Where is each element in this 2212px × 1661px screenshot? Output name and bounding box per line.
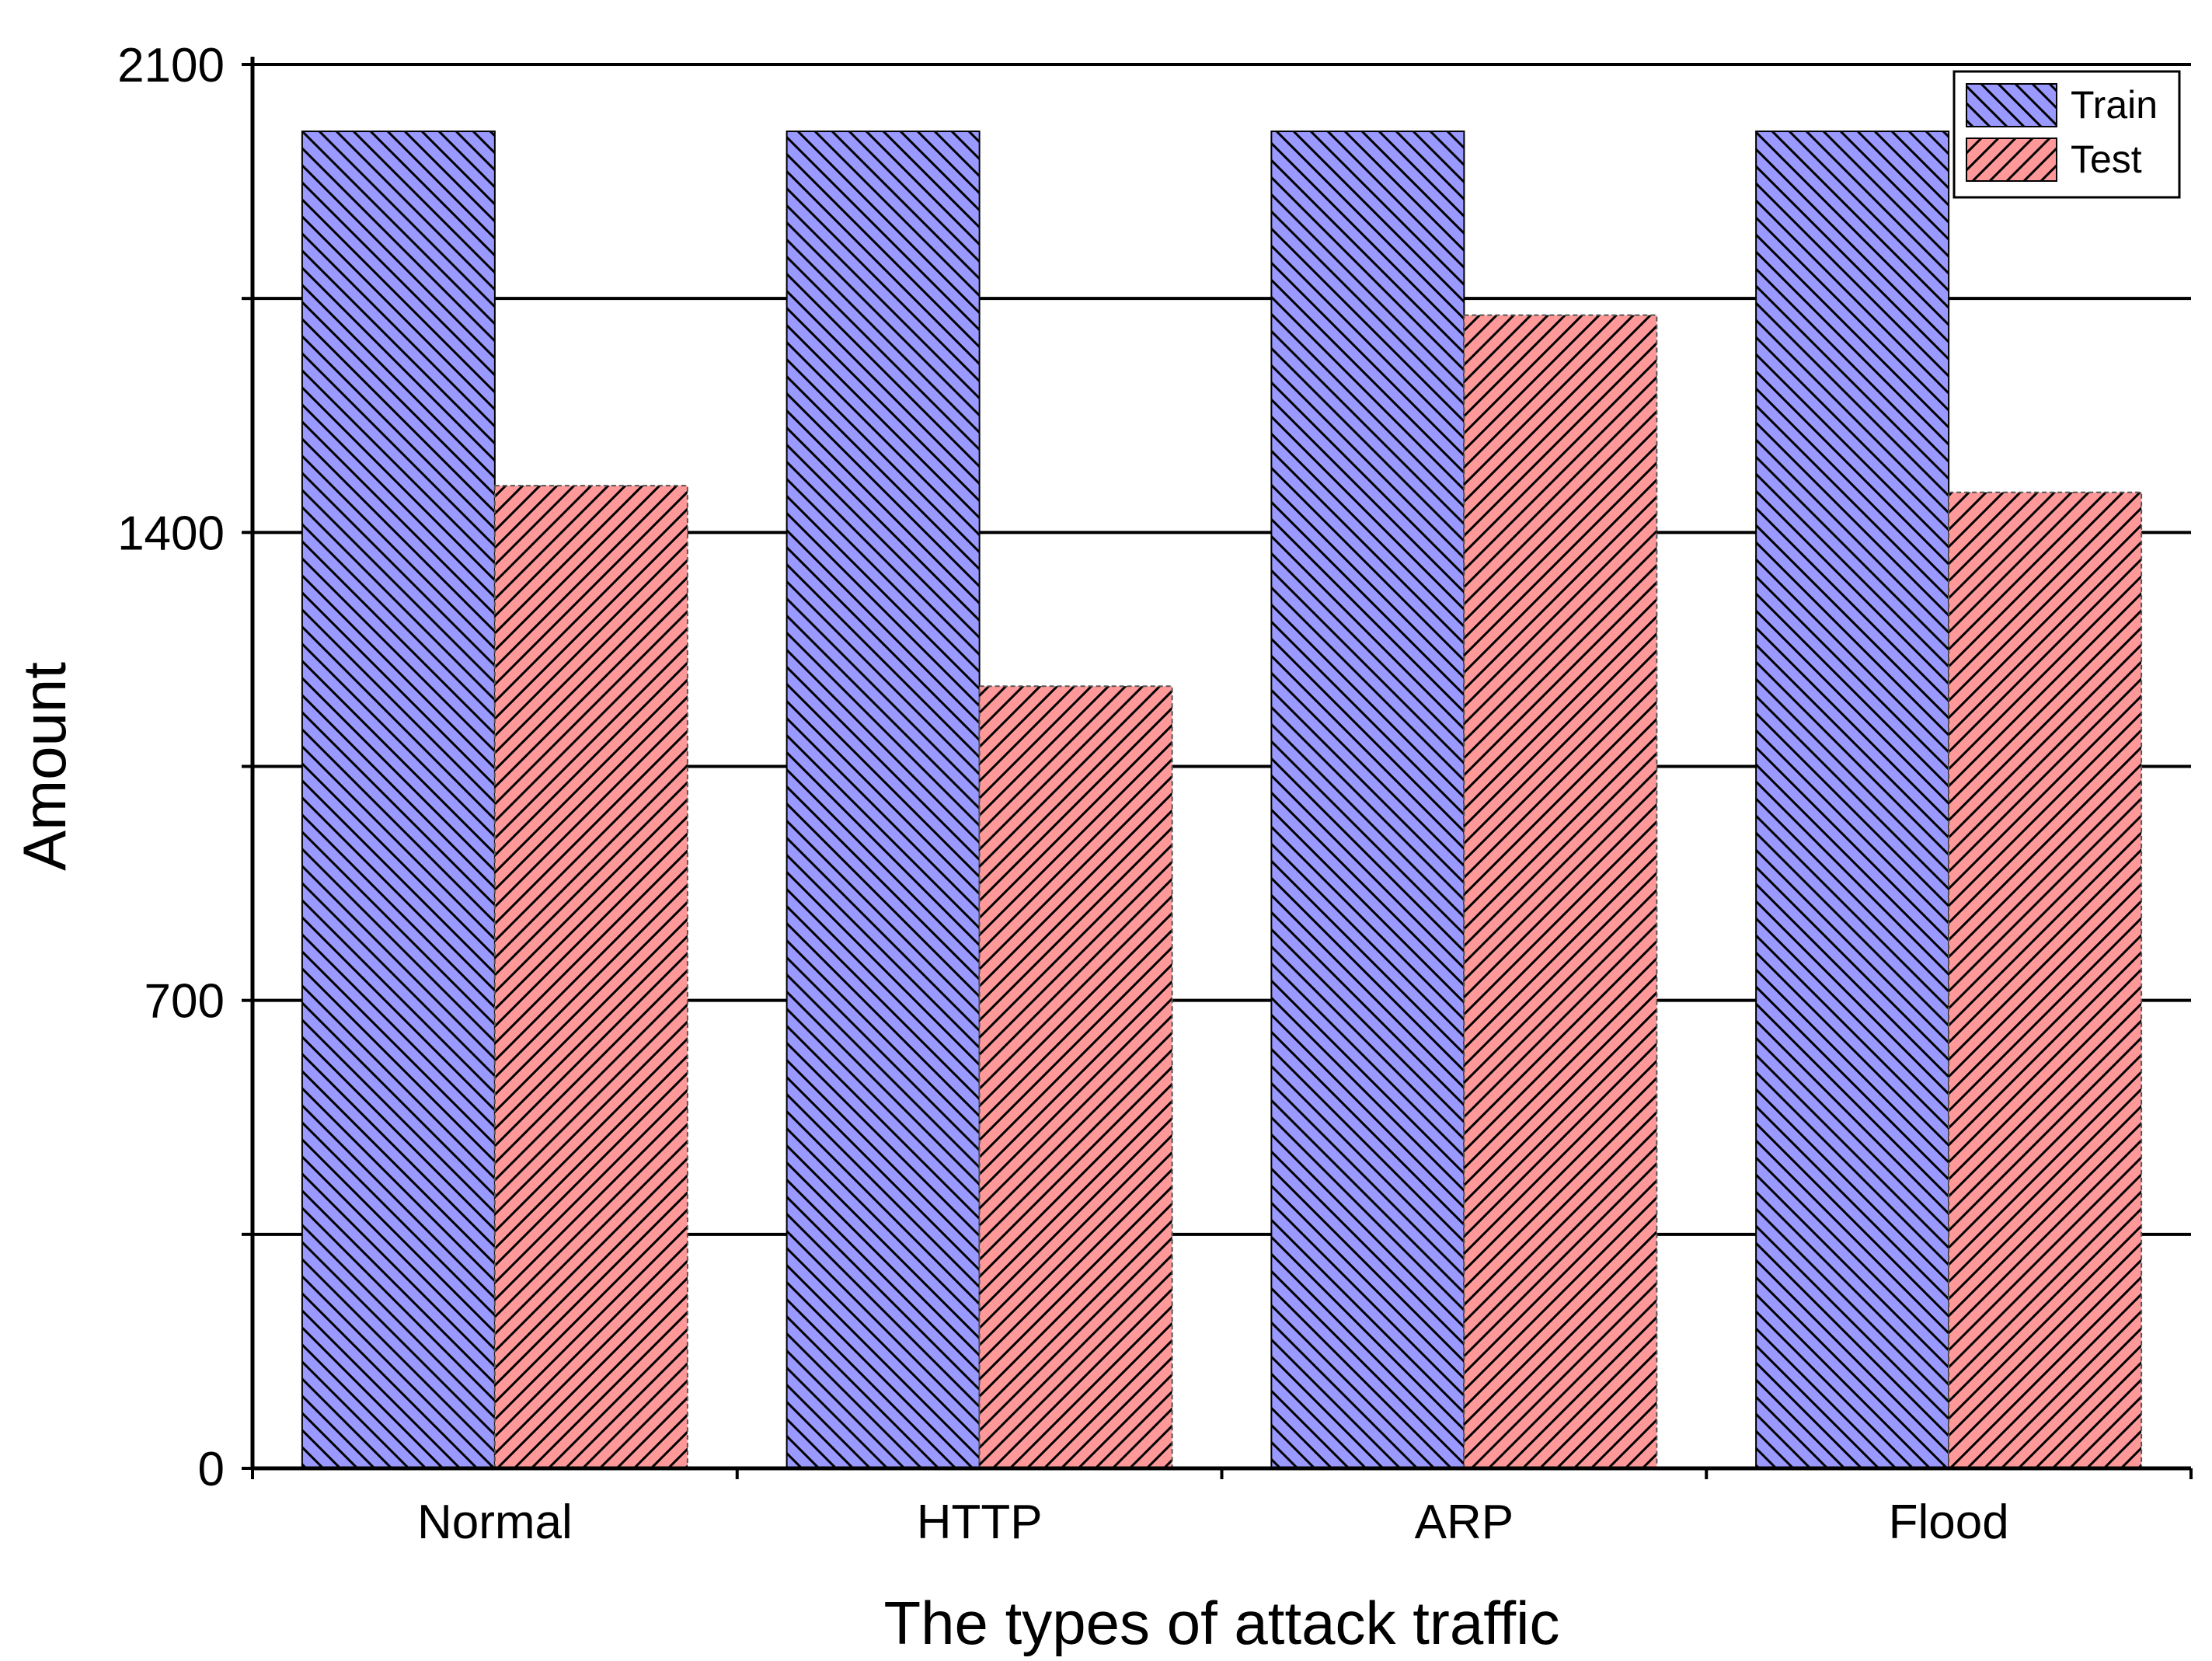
bar-hatch-train-http bbox=[786, 131, 981, 1470]
bar-hatch-test-arp bbox=[1463, 314, 1658, 1469]
x-tick-label: Flood bbox=[1889, 1496, 2009, 1549]
bar-hatch-train-flood bbox=[1755, 131, 1950, 1470]
y-tick-label: 0 bbox=[198, 1443, 225, 1496]
legend: Train Test bbox=[1952, 70, 2181, 199]
tick-labels: 0 700 1400 2100 Normal HTTP ARP Flood bbox=[117, 39, 2009, 1549]
bar-hatch-train-arp bbox=[1270, 131, 1465, 1470]
legend-swatch-hatch-test bbox=[1966, 138, 2057, 182]
legend-swatch-hatch-train bbox=[1966, 83, 2057, 127]
bar-hatch-train-normal bbox=[301, 131, 496, 1470]
y-axis-title: Amount bbox=[10, 662, 78, 871]
y-tick-label: 1400 bbox=[117, 507, 225, 560]
x-tick-label: Normal bbox=[417, 1496, 573, 1549]
axes bbox=[242, 57, 2193, 1479]
legend-label-test: Test bbox=[2071, 138, 2142, 181]
bar-hatch-test-flood bbox=[1948, 491, 2143, 1470]
bars bbox=[301, 131, 2143, 1470]
legend-label-train: Train bbox=[2071, 83, 2158, 127]
x-tick-label: HTTP bbox=[917, 1496, 1043, 1549]
bar-hatch-test-http bbox=[978, 685, 1173, 1469]
y-tick-label: 2100 bbox=[117, 39, 225, 92]
bar-hatch-test-normal bbox=[493, 485, 688, 1469]
x-tick-label: ARP bbox=[1415, 1496, 1514, 1549]
x-axis-title: The types of attack traffic bbox=[884, 1589, 1560, 1657]
y-tick-label: 700 bbox=[145, 975, 225, 1029]
